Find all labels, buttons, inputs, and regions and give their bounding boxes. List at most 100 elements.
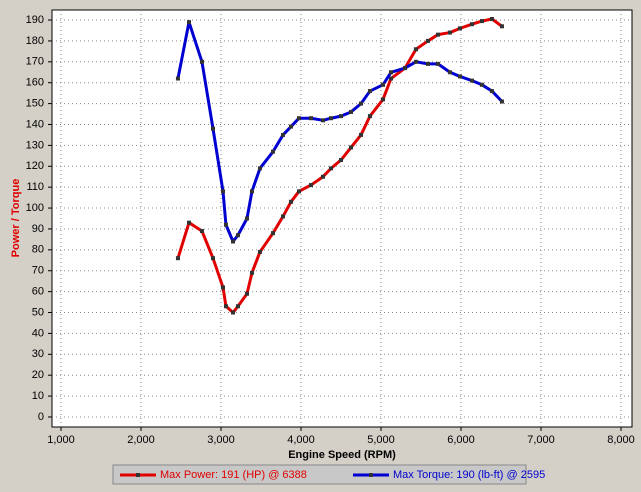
point-marker <box>489 89 494 94</box>
y-tick-label: 180 <box>26 35 44 47</box>
point-marker <box>425 61 430 66</box>
point-marker <box>257 166 262 171</box>
point-marker <box>457 74 462 79</box>
point-marker <box>413 59 418 64</box>
point-marker <box>309 183 313 188</box>
point-marker <box>199 59 204 64</box>
point-marker <box>425 38 430 43</box>
y-axis-label: Power / Torque <box>10 179 22 258</box>
legend-label: Max Power: 191 (HP) @ 6388 <box>160 469 307 481</box>
y-tick-label: 90 <box>32 223 44 235</box>
point-marker <box>271 231 275 236</box>
point-marker <box>289 199 293 204</box>
point-marker <box>231 310 235 315</box>
x-tick-label: 6,000 <box>447 434 475 446</box>
y-tick-label: 20 <box>32 369 44 381</box>
point-marker <box>447 30 452 35</box>
point-marker <box>329 166 333 171</box>
y-tick-label: 40 <box>32 327 44 339</box>
point-marker <box>359 132 363 137</box>
y-tick-label: 100 <box>26 202 44 214</box>
point-marker <box>367 89 372 94</box>
point-marker <box>359 101 363 106</box>
y-tick-label: 130 <box>26 139 44 151</box>
point-marker <box>235 233 240 238</box>
point-marker <box>367 114 372 119</box>
x-axis-label: Engine Speed (RPM) <box>288 449 396 461</box>
point-marker <box>223 304 228 309</box>
point-marker <box>297 189 301 194</box>
point-marker <box>289 124 293 129</box>
point-marker <box>221 189 225 194</box>
point-marker <box>499 99 504 104</box>
y-tick-label: 160 <box>26 77 44 89</box>
point-marker <box>349 109 353 114</box>
point-marker <box>321 118 325 123</box>
point-marker <box>211 256 215 261</box>
x-tick-label: 3,000 <box>207 434 235 446</box>
legend-label: Max Torque: 190 (lb-ft) @ 2595 <box>393 469 545 481</box>
point-marker <box>413 47 418 52</box>
y-tick-label: 50 <box>32 306 44 318</box>
x-tick-label: 5,000 <box>367 434 395 446</box>
point-marker <box>175 76 180 81</box>
series-line <box>176 20 504 243</box>
point-marker <box>339 114 343 119</box>
point-marker <box>457 26 462 31</box>
point-marker <box>469 22 474 27</box>
point-marker <box>211 126 215 131</box>
point-marker <box>199 229 204 234</box>
y-tick-label: 170 <box>26 56 44 68</box>
legend-marker <box>136 473 140 477</box>
point-marker <box>221 285 225 290</box>
x-tick-label: 8,000 <box>607 434 635 446</box>
point-marker <box>223 222 228 227</box>
point-marker <box>297 116 301 121</box>
y-tick-label: 80 <box>32 244 44 256</box>
plot-area <box>51 9 633 428</box>
point-marker <box>309 116 313 121</box>
point-marker <box>339 158 343 163</box>
point-marker <box>381 82 385 87</box>
point-marker <box>329 116 333 121</box>
legend-marker <box>369 473 373 477</box>
point-marker <box>389 76 393 81</box>
x-tick-label: 4,000 <box>287 434 315 446</box>
legend <box>112 464 527 485</box>
point-marker <box>479 19 484 24</box>
point-marker <box>271 149 275 154</box>
point-marker <box>245 291 249 296</box>
point-marker <box>489 16 494 21</box>
point-marker <box>235 304 240 309</box>
point-marker <box>245 216 249 221</box>
point-marker <box>469 78 474 83</box>
point-marker <box>257 249 262 254</box>
point-marker <box>175 256 180 261</box>
series-line <box>176 17 503 315</box>
y-tick-label: 10 <box>32 390 44 402</box>
x-tick-label: 2,000 <box>127 434 155 446</box>
x-tick-label: 1,000 <box>47 434 75 446</box>
point-marker <box>321 174 325 179</box>
y-tick-label: 150 <box>26 98 44 110</box>
point-marker <box>435 61 440 66</box>
point-marker <box>403 66 407 71</box>
point-marker <box>435 32 440 37</box>
y-tick-label: 30 <box>32 348 44 360</box>
y-tick-label: 140 <box>26 118 44 130</box>
point-marker <box>389 70 393 75</box>
point-marker <box>281 214 285 219</box>
point-marker <box>499 24 504 29</box>
point-marker <box>479 82 484 87</box>
x-tick-label: 7,000 <box>527 434 555 446</box>
y-tick-label: 110 <box>26 181 44 193</box>
point-marker <box>231 239 235 244</box>
point-marker <box>381 97 385 102</box>
point-marker <box>249 189 254 194</box>
point-marker <box>187 220 191 225</box>
y-tick-label: 0 <box>38 411 44 423</box>
y-tick-label: 70 <box>32 265 44 277</box>
point-marker <box>187 20 191 25</box>
